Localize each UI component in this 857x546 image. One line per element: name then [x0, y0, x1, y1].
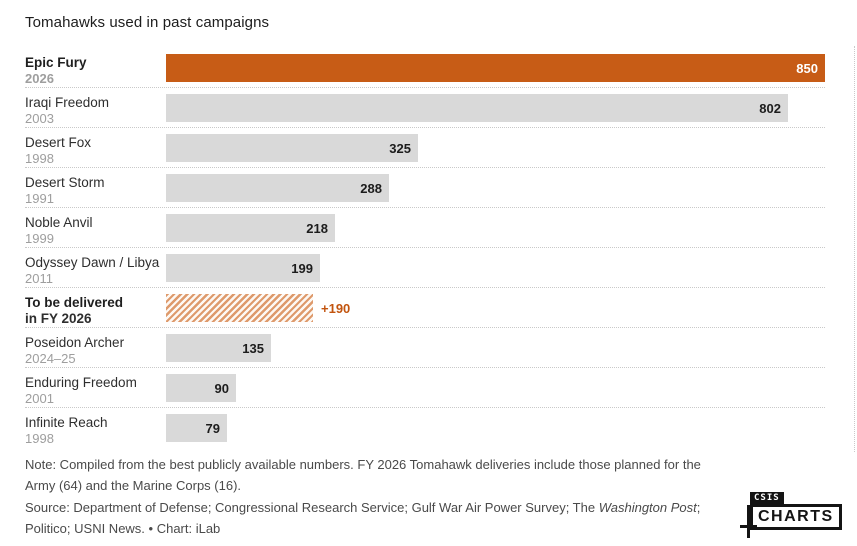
row-name: Odyssey Dawn / Libya [25, 255, 160, 270]
row-name: Desert Fox [25, 135, 92, 150]
bar: 850 [166, 54, 825, 82]
bar-value: 802 [759, 100, 781, 116]
source-prefix: Source: Department of Defense; Congressi… [25, 500, 599, 515]
row-year: 1998 [25, 151, 54, 166]
bar-area: 802 [166, 88, 825, 128]
chart-title: Tomahawks used in past campaigns [25, 14, 270, 31]
row-year: 2011 [25, 271, 53, 286]
bar: 288 [166, 174, 389, 202]
bar-value: 325 [389, 140, 411, 156]
right-gridline [854, 46, 855, 452]
row-year: 1991 [25, 191, 54, 206]
row-year: 1998 [25, 431, 54, 446]
bar-area: 90 [166, 368, 825, 408]
row-year: in FY 2026 [25, 311, 92, 326]
bar-chart: Epic Fury 2026 850 Iraqi Freedom 2003 802 Dese… [25, 46, 855, 452]
source-text: Source: Department of Defense; Congressi… [25, 497, 731, 539]
chart-rows: Epic Fury 2026 850 Iraqi Freedom 2003 802 Dese… [25, 48, 825, 448]
bar: 199 [166, 254, 320, 282]
bar-value: 850 [796, 60, 818, 76]
csis-charts-logo: CSIS CHARTS [740, 492, 842, 540]
row-name: To be delivered [25, 295, 124, 310]
row-name: Enduring Freedom [25, 375, 137, 390]
row-year: 2026 [25, 71, 54, 86]
bar: 218 [166, 214, 335, 242]
bar-value: +190 [321, 300, 351, 316]
logo-plus-vertical [747, 505, 750, 538]
bar-area: 218 [166, 208, 825, 248]
source-suffix: ; Politico; USNI News. • Chart: iLab [25, 500, 701, 536]
bar: 135 [166, 334, 271, 362]
row-label: Iraqi Freedom 2003 [25, 88, 166, 127]
bar-value: 218 [306, 220, 328, 236]
bar-area: 288 [166, 168, 825, 208]
chart-row: Infinite Reach 1998 79 [25, 408, 825, 448]
row-name: Desert Storm [25, 175, 105, 190]
bar-value: 199 [291, 260, 313, 276]
row-label: Poseidon Archer 2024–25 [25, 328, 166, 367]
row-name: Noble Anvil [25, 215, 93, 230]
chart-row: Iraqi Freedom 2003 802 [25, 88, 825, 128]
row-label: Epic Fury 2026 [25, 48, 166, 87]
bar-area: +190 [166, 288, 825, 328]
bar-area: 79 [166, 408, 825, 448]
row-year: 2024–25 [25, 351, 76, 366]
chart-row: Odyssey Dawn / Libya 2011 199 [25, 248, 825, 288]
row-label: Infinite Reach 1998 [25, 408, 166, 448]
row-label: Noble Anvil 1999 [25, 208, 166, 247]
csis-logo-tab: CSIS [750, 492, 784, 504]
charts-logo-box: CHARTS [750, 504, 842, 530]
chart-row: Enduring Freedom 2001 90 [25, 368, 825, 408]
row-label: To be delivered in FY 2026 [25, 288, 166, 327]
chart-row: To be delivered in FY 2026 +190 [25, 288, 825, 328]
bar: 90 [166, 374, 236, 402]
logo-plus-horizontal [740, 525, 757, 528]
bar [166, 294, 313, 322]
bar-area: 850 [166, 48, 825, 88]
source-italic: Washington Post [598, 500, 697, 515]
bar: 79 [166, 414, 227, 442]
bar: 802 [166, 94, 788, 122]
bar-area: 135 [166, 328, 825, 368]
row-year: 2001 [25, 391, 54, 406]
bar-value: 135 [242, 340, 264, 356]
row-label: Odyssey Dawn / Libya 2011 [25, 248, 166, 287]
chart-row: Epic Fury 2026 850 [25, 48, 825, 88]
chart-row: Poseidon Archer 2024–25 135 [25, 328, 825, 368]
row-name: Poseidon Archer [25, 335, 125, 350]
chart-row: Desert Fox 1998 325 [25, 128, 825, 168]
row-label: Desert Storm 1991 [25, 168, 166, 207]
row-label: Enduring Freedom 2001 [25, 368, 166, 407]
bar-value: 79 [205, 420, 220, 436]
bar-area: 199 [166, 248, 825, 288]
bar-area: 325 [166, 128, 825, 168]
row-year: 2003 [25, 111, 54, 126]
bar-value: 90 [214, 380, 229, 396]
note-text: Note: Compiled from the best publicly av… [25, 457, 701, 493]
bar-value: 288 [360, 180, 382, 196]
row-label: Desert Fox 1998 [25, 128, 166, 167]
bar: 325 [166, 134, 418, 162]
chart-row: Desert Storm 1991 288 [25, 168, 825, 208]
row-name: Iraqi Freedom [25, 95, 110, 110]
row-name: Epic Fury [25, 55, 87, 70]
row-name: Infinite Reach [25, 415, 108, 430]
row-year: 1999 [25, 231, 54, 246]
chart-row: Noble Anvil 1999 218 [25, 208, 825, 248]
